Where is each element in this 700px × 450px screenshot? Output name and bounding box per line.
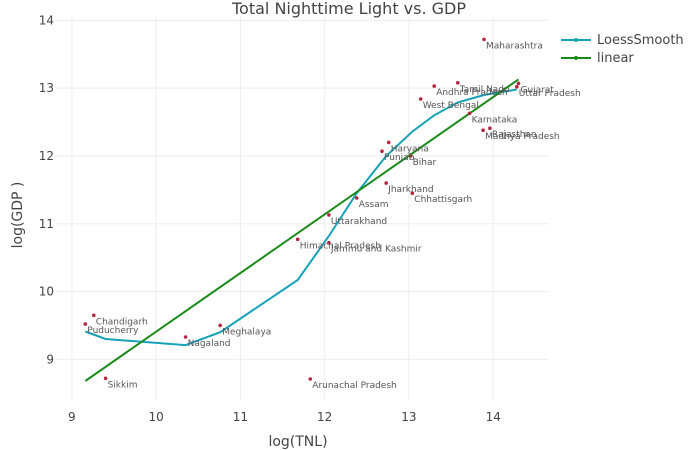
data-points (83, 37, 521, 381)
x-tick-labels: 9 10 11 12 13 14 (68, 410, 501, 424)
y-tick-label: 12 (39, 149, 54, 163)
x-axis-title: log(TNL) (268, 434, 327, 450)
grid (55, 17, 548, 400)
data-point[interactable] (456, 81, 460, 85)
point-label: Karnataka (472, 115, 518, 125)
data-point[interactable] (218, 323, 222, 328)
data-point[interactable] (384, 181, 389, 185)
point-label: Tamil Nadu (459, 85, 510, 95)
point-label: Punjab (384, 153, 415, 163)
data-point[interactable] (386, 140, 391, 145)
data-point[interactable] (354, 196, 359, 200)
data-point[interactable] (432, 84, 437, 88)
point-label: Haryana (391, 144, 429, 154)
series-line-linear (84, 78, 520, 382)
point-label: Bihar (413, 158, 437, 168)
x-tick-label: 13 (401, 410, 416, 424)
legend-item-linear[interactable]: linear (561, 51, 634, 66)
legend-label-linear: linear (597, 51, 634, 66)
point-label: West Bengal (423, 101, 479, 111)
point-label: Nagaland (188, 339, 231, 349)
point-label: Assam (359, 200, 389, 210)
legend[interactable]: LoessSmooth linear (561, 33, 684, 66)
x-tick-label: 14 (486, 410, 501, 424)
data-point[interactable] (408, 154, 413, 158)
legend-item-loess[interactable]: LoessSmooth (561, 33, 684, 48)
data-point[interactable] (327, 213, 331, 217)
data-point[interactable] (183, 335, 188, 339)
point-label: Gujarat (521, 85, 555, 95)
point-label: Jharkhand (387, 185, 433, 195)
point-label: Chhattisgarh (414, 195, 472, 205)
data-point[interactable] (467, 111, 472, 116)
data-point[interactable] (482, 37, 486, 42)
series-line-loesssmooth (84, 88, 517, 347)
y-axis-title: log(GDP ) (10, 182, 26, 249)
point-label: Puducherry (87, 326, 139, 336)
data-point[interactable] (380, 149, 384, 153)
x-tick-label: 9 (68, 410, 76, 424)
data-point[interactable] (418, 97, 423, 101)
data-point[interactable] (308, 377, 313, 381)
point-label: Chandigarh (96, 317, 148, 327)
point-label: Jammu and Kashmir (330, 245, 422, 255)
point-label: Maharashtra (486, 41, 543, 51)
data-point[interactable] (488, 126, 492, 130)
point-label: Madhya Pradesh (485, 132, 560, 142)
point-label: Andhra Pradesh (436, 88, 507, 98)
data-point[interactable] (92, 313, 96, 318)
x-tick-label: 11 (233, 410, 248, 424)
data-point[interactable] (515, 85, 519, 89)
chart-title: Total Nighttime Light vs. GDP (231, 0, 466, 18)
point-label: Rajasthan (492, 130, 537, 140)
point-label: Uttar Pradesh (519, 89, 581, 99)
legend-label-loess: LoessSmooth (597, 33, 684, 48)
point-label: Sikkim (108, 380, 138, 390)
y-tick-label: 14 (39, 13, 54, 27)
legend-marker-loess (574, 38, 578, 42)
data-point[interactable] (481, 128, 485, 132)
data-point[interactable] (410, 191, 415, 195)
data-point[interactable] (295, 237, 300, 242)
x-tick-label: 10 (148, 410, 163, 424)
point-label: Meghalaya (222, 327, 271, 337)
data-point[interactable] (516, 81, 521, 86)
y-tick-label: 9 (46, 352, 54, 366)
data-point[interactable] (83, 322, 88, 326)
data-point[interactable] (327, 240, 331, 245)
y-tick-label: 11 (39, 217, 54, 231)
y-tick-labels: 9 10 11 12 13 14 (39, 13, 54, 366)
legend-marker-linear (574, 56, 578, 60)
series-lines (84, 78, 520, 382)
point-label: Himachal Pradesh (300, 241, 381, 251)
x-tick-label: 12 (317, 410, 332, 424)
data-point[interactable] (103, 376, 108, 381)
y-tick-label: 13 (39, 81, 54, 95)
point-label: Uttarakhand (331, 217, 387, 227)
y-tick-label: 10 (39, 285, 54, 299)
point-label: Arunachal Pradesh (312, 381, 396, 391)
